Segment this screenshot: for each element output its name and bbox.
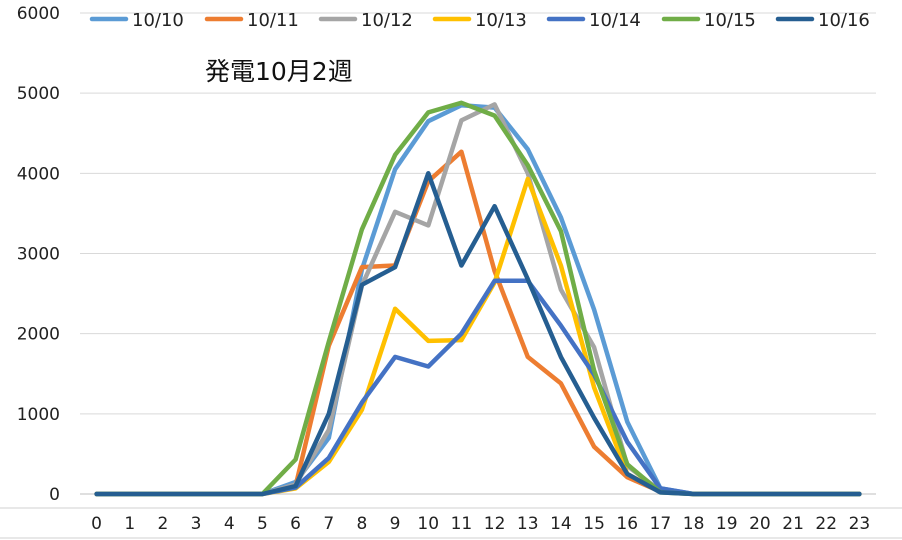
legend-label: 10/15: [704, 10, 756, 31]
x-tick-label: 9: [390, 514, 401, 534]
x-tick-label: 6: [290, 514, 301, 534]
x-tick-label: 16: [616, 514, 638, 534]
x-tick-label: 10: [417, 514, 439, 534]
legend-label: 10/16: [818, 10, 870, 31]
x-tick-label: 15: [583, 514, 605, 534]
x-tick-label: 22: [815, 514, 837, 534]
x-tick-label: 19: [716, 514, 738, 534]
x-tick-label: 21: [782, 514, 804, 534]
series-line-10-16: [94, 171, 862, 497]
x-axis-ticks: 0 1 2 3 4 5 6 7 8 9 10 11 12 13 14 15 16 17 18 19 20 21 22 23: [91, 514, 870, 534]
chart-title: 発電10月2週: [205, 57, 353, 86]
x-tick-label: 13: [517, 514, 539, 534]
legend-label: 10/12: [361, 10, 413, 31]
y-tick-label: 5000: [17, 84, 60, 104]
legend-label: 10/11: [247, 10, 299, 31]
x-tick-label: 3: [191, 514, 202, 534]
x-tick-label: 23: [849, 514, 871, 534]
x-tick-label: 8: [357, 514, 368, 534]
x-tick-label: 11: [451, 514, 473, 534]
x-tick-label: 2: [158, 514, 169, 534]
legend-label: 10/13: [475, 10, 527, 31]
x-tick-label: 1: [124, 514, 135, 534]
legend: 10/10 10/11 10/12 10/13 10/14 10/15 10/16: [89, 10, 870, 31]
y-tick-label: 2000: [17, 325, 60, 345]
y-tick-label: 4000: [17, 164, 60, 184]
x-tick-label: 7: [323, 514, 334, 534]
gridlines: [0, 12, 902, 539]
x-tick-label: 0: [91, 514, 102, 534]
y-axis-ticks: 0 1000 2000 3000 4000 5000 6000: [17, 4, 60, 505]
x-tick-label: 14: [550, 514, 572, 534]
legend-label: 10/10: [132, 10, 184, 31]
x-tick-label: 5: [257, 514, 268, 534]
x-tick-label: 12: [484, 514, 506, 534]
y-tick-label: 3000: [17, 245, 60, 265]
x-tick-label: 18: [683, 514, 705, 534]
y-tick-label: 0: [49, 485, 60, 505]
x-tick-label: 4: [224, 514, 235, 534]
series-lines: [94, 100, 862, 497]
y-tick-label: 1000: [17, 405, 60, 425]
y-tick-label: 6000: [17, 4, 60, 24]
x-tick-label: 20: [749, 514, 771, 534]
legend-label: 10/14: [589, 10, 641, 31]
x-tick-label: 17: [650, 514, 672, 534]
